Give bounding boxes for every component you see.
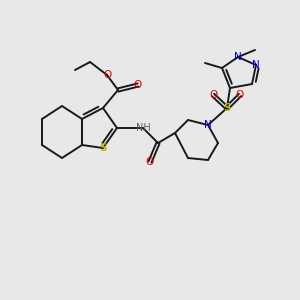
- Text: O: O: [236, 90, 244, 100]
- Text: O: O: [134, 80, 142, 90]
- Text: N: N: [204, 120, 212, 130]
- Text: O: O: [146, 157, 154, 167]
- Text: S: S: [223, 103, 231, 113]
- Text: N: N: [252, 60, 260, 70]
- Text: NH: NH: [136, 123, 150, 133]
- Text: O: O: [209, 90, 217, 100]
- Text: O: O: [103, 70, 111, 80]
- Text: N: N: [234, 52, 242, 62]
- Text: S: S: [99, 143, 107, 153]
